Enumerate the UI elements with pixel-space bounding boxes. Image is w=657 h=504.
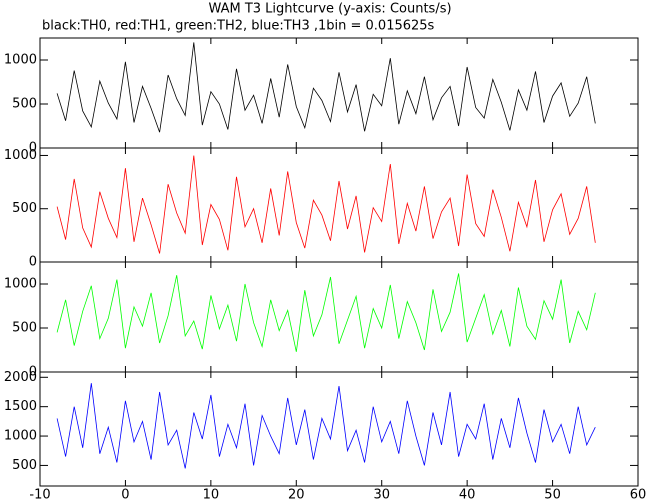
y-tick-label: 1000 [4,53,37,68]
chart-title: WAM T3 Lightcurve (y-axis: Counts/s) [208,2,451,17]
x-tick-label: 0 [121,488,129,503]
light-curve [56,42,596,133]
y-tick-label: 0 [29,141,37,156]
panel-frame [39,261,639,373]
x-tick-label: 20 [288,488,305,503]
light-curve [56,273,596,352]
y-tick-label: 1000 [4,277,37,292]
y-tick-label: 1000 [4,429,37,444]
y-tick-label: 0 [29,365,37,380]
panel-frame [39,371,639,487]
y-tick-label: 500 [12,201,37,216]
y-tick-label: 1000 [4,148,37,163]
light-curve [56,155,596,254]
light-curve [56,383,596,469]
y-tick-label: 1500 [4,399,37,414]
y-tick-label: 500 [12,97,37,112]
y-tick-label: 500 [12,458,37,473]
x-tick-label: 50 [544,488,561,503]
y-tick-label: 0 [29,255,37,270]
x-tick-label: 10 [203,488,220,503]
x-tick-label: 60 [630,488,647,503]
y-tick-label: 2000 [4,370,37,385]
x-tick-label: -10 [29,488,50,503]
x-tick-label: 40 [459,488,476,503]
x-tick-label: 30 [373,488,390,503]
y-tick-label: 500 [12,321,37,336]
chart-subtitle: black:TH0, red:TH1, green:TH2, blue:TH3 … [42,19,435,34]
